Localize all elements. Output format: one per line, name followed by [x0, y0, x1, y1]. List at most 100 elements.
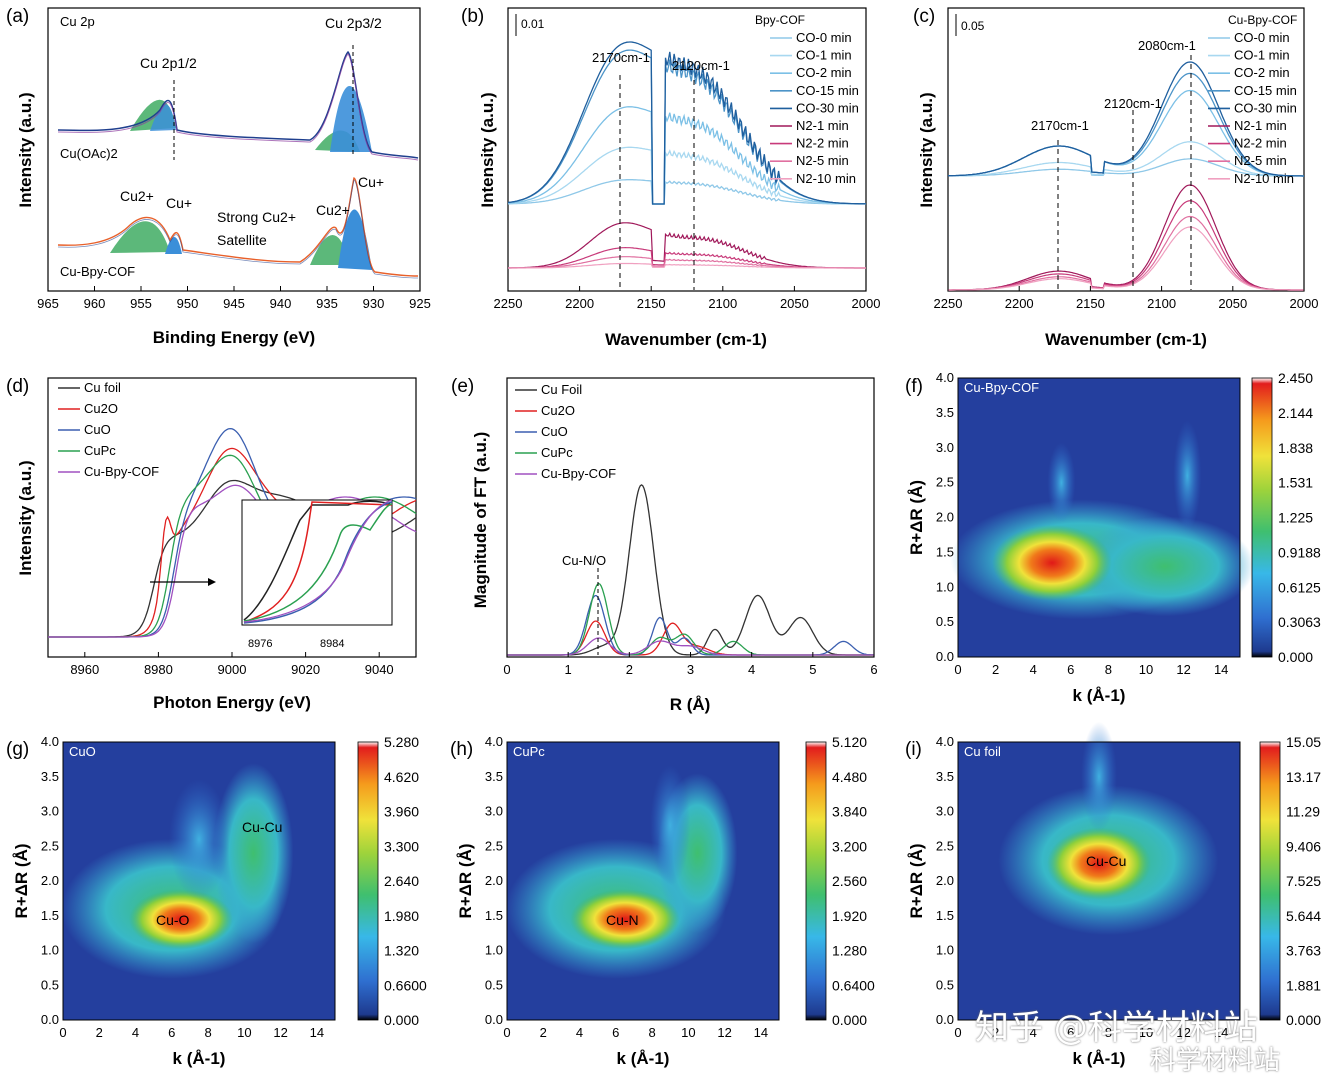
y-tick-label: 2.0	[41, 873, 59, 888]
legend-item: N2-5 min	[1234, 153, 1287, 168]
colorbar-label: 0.6125	[1278, 579, 1321, 595]
legend: Cu Foil Cu2O CuO CuPc Cu-Bpy-COF	[515, 382, 616, 481]
y-tick-label: 0.0	[41, 1012, 59, 1027]
panel-title: CuPc	[513, 744, 545, 759]
x-tick-label: 945	[223, 296, 245, 311]
x-axis-label: k (Å-1)	[1073, 686, 1126, 705]
y-tick-label: 2.0	[485, 873, 503, 888]
y-tick-label: 2.5	[936, 475, 954, 490]
plot-frame	[957, 377, 1241, 658]
x-tick-label: 4	[748, 662, 755, 677]
x-tick-label: 2250	[494, 296, 523, 311]
x-tick-label: 955	[130, 296, 152, 311]
plot-frame	[507, 7, 867, 292]
legend-item: N2-10 min	[796, 171, 856, 186]
series-line	[947, 61, 1304, 177]
series-line	[948, 184, 1304, 291]
annotation: Cu2+	[120, 188, 154, 204]
peak-label: 2120cm-1	[1104, 96, 1162, 111]
colorbar-label: 3.840	[832, 804, 867, 820]
colorbar-label: 5.120	[832, 734, 867, 750]
y-tick-label: 3.5	[936, 769, 954, 784]
panel-title: Cu-Bpy-COF	[964, 380, 1039, 395]
x-tick-label: 14	[310, 1025, 324, 1040]
panel-i: (i) Cu foil 0 2 4 6 8 10 12 14 0.0 0.5 1.0 1.5 2.0 2.5 3…	[905, 721, 1321, 1068]
series-line	[948, 158, 1304, 177]
watermark: 知乎 @科学材料站	[975, 1008, 1258, 1048]
panel-e: (e) Cu-N/O Cu FoilCu2OCuOCuPcCu-Bpy-COF …	[451, 376, 878, 714]
series-line	[243, 503, 393, 622]
colorbar-label: 1.280	[832, 943, 867, 959]
x-tick-label: 6	[1067, 1025, 1074, 1040]
legend-item: CO-1 min	[796, 48, 852, 63]
x-tick-label: 2	[992, 1025, 999, 1040]
legend-item: N2-1 min	[796, 118, 849, 133]
peak-label: 2080cm-1	[1138, 38, 1196, 53]
x-tick-label: 9000	[218, 662, 247, 677]
x-tick-label: 10	[237, 1025, 251, 1040]
x-tick-label: 2100	[708, 296, 737, 311]
series-line	[508, 256, 866, 269]
inset-frame	[241, 499, 393, 626]
y-axis-label: Intensity (a.u.)	[478, 92, 497, 207]
x-tick-label: 10	[1139, 1025, 1153, 1040]
legend: Cu foil Cu2O CuO CuPc Cu-Bpy-COF	[58, 380, 159, 479]
y-tick-label: 1.5	[936, 908, 954, 923]
x-axis-label: Binding Energy (eV)	[153, 328, 315, 347]
y-tick-label: 1.0	[485, 943, 503, 958]
legend-title: Cu-Bpy-COF	[1228, 13, 1297, 27]
colorbar	[805, 741, 827, 1021]
colorbar-label: 0.000	[384, 1012, 419, 1028]
heatmap-annotation: Cu-N	[606, 912, 639, 928]
x-ticks: 0 1 2 3 4 5 6	[503, 652, 878, 677]
x-tick-label: 8980	[144, 662, 173, 677]
x-tick-label: 2200	[1005, 296, 1034, 311]
x-tick-label: 14	[754, 1025, 768, 1040]
legend-title: Bpy-COF	[755, 13, 805, 27]
heatmap-region	[213, 763, 294, 944]
x-tick-label: 950	[177, 296, 199, 311]
x-tick-label: 9020	[291, 662, 320, 677]
colorbar-label: 1.980	[384, 908, 419, 924]
colorbar-label: 2.640	[384, 873, 419, 889]
x-axis-label: k (Å-1)	[1073, 1049, 1126, 1068]
colorbar-label: 3.763	[1286, 943, 1321, 959]
series-line	[507, 106, 866, 205]
y-tick-label: 0.0	[936, 649, 954, 664]
y-axis-label: Intensity (a.u.)	[16, 460, 35, 575]
panel-b: (b) 0.01 Bpy-COF 2170cm-1 2120cm-1 CO-0 …	[461, 6, 880, 349]
x-tick-label: 2050	[1218, 296, 1247, 311]
fill-cu-peak	[330, 86, 372, 152]
colorbar-label: 1.531	[1278, 475, 1313, 491]
y-axis-label: Magnitude of FT (a.u.)	[471, 432, 490, 609]
series-line	[948, 226, 1304, 291]
y-tick-label: 4.0	[936, 734, 954, 749]
series-line	[57, 179, 419, 279]
x-tick-label: 925	[409, 296, 431, 311]
legend-item: N2-2 min	[1234, 136, 1287, 151]
x-tick-label: 10	[681, 1025, 695, 1040]
legend-item: N2-2 min	[796, 136, 849, 151]
y-tick-label: 2.0	[936, 873, 954, 888]
heatmap-region	[1081, 721, 1117, 832]
x-tick-label: 930	[363, 296, 385, 311]
colorbar-label: 0.000	[1278, 649, 1313, 665]
y-tick-label: 0.5	[485, 977, 503, 992]
colorbar-label: 13.17	[1286, 769, 1321, 785]
scale-label: 0.01	[521, 17, 545, 31]
series-group	[507, 484, 874, 656]
y-tick-label: 4.0	[41, 734, 59, 749]
plot-frame	[957, 741, 1241, 1021]
panel-label-a: (a)	[6, 6, 29, 27]
legend-item: Cu2O	[541, 403, 575, 418]
x-tick-label: 9040	[365, 662, 394, 677]
x-tick-label: 2	[626, 662, 633, 677]
heatmap-annotation: Cu-O	[156, 912, 190, 928]
colorbar-label: 1.838	[1278, 440, 1313, 456]
x-tick-label: 10	[1139, 662, 1153, 677]
series-line	[243, 500, 393, 621]
panel-title: Cu foil	[964, 744, 1001, 759]
y-tick-label: 0.5	[41, 977, 59, 992]
heatmap-annotation: Cu-Cu	[1086, 853, 1126, 869]
